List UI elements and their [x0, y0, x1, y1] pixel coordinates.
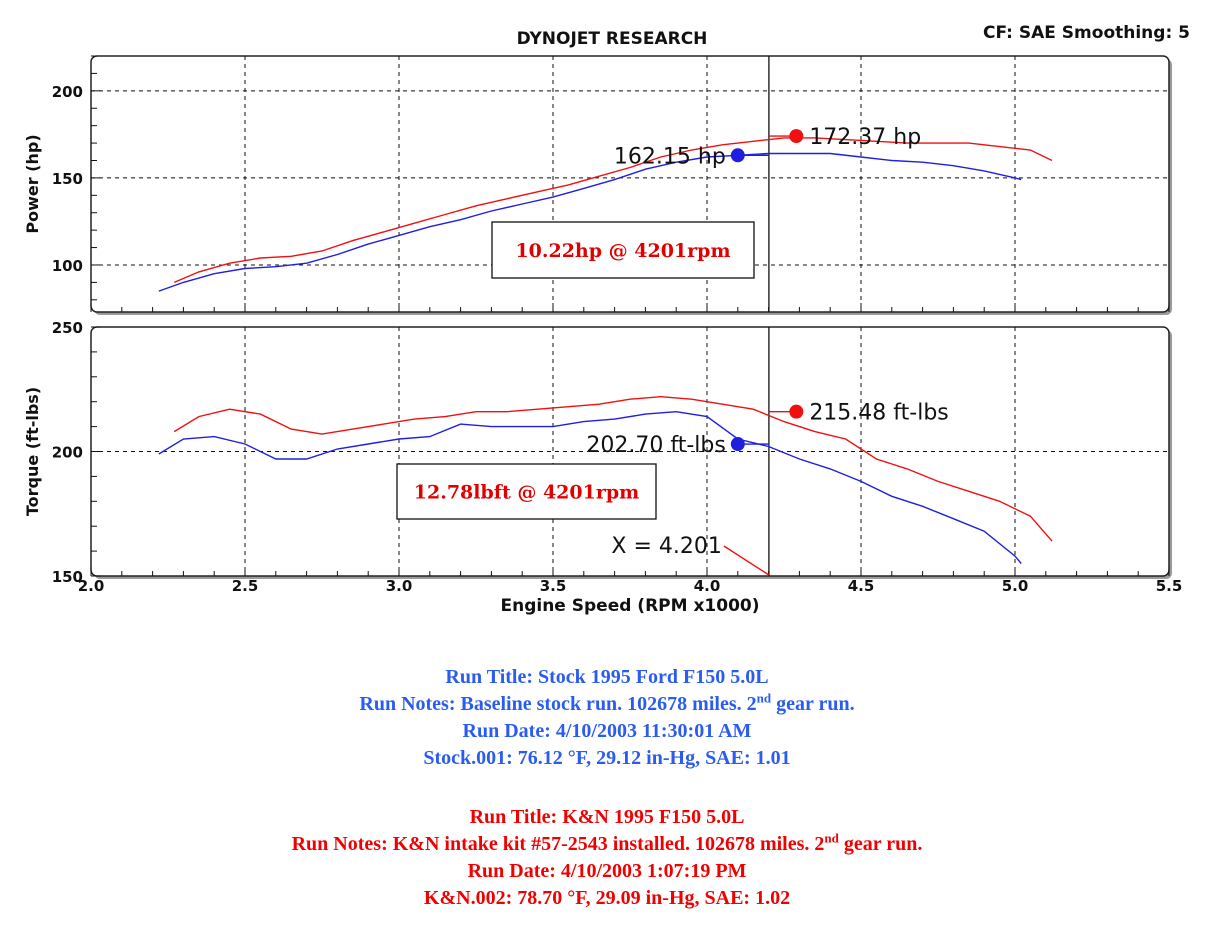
power-panel: 100 150 200 Power (hp) 162.15 hp 172.37 hp 10.… [23, 55, 1172, 315]
kn-run-title: Run Title: K&N 1995 F150 5.0L [469, 806, 745, 828]
x-tick-label: 3.0 [386, 577, 413, 595]
power-peak-marker-kn [789, 129, 804, 144]
torque-y-tick-label: 200 [52, 444, 83, 462]
power-y-axis-label: Power (hp) [23, 134, 42, 233]
dyno-chart: DYNOJET RESEARCH CF: SAE Smoothing: 5 10… [23, 23, 1190, 616]
torque-gain-box [396, 463, 657, 520]
kn-run-conditions: K&N.002: 78.70 °F, 29.09 in-Hg, SAE: 1.0… [423, 887, 791, 909]
stock-run-title: Run Title: Stock 1995 Ford F150 5.0L [445, 666, 769, 688]
torque-peak-marker-stock [730, 437, 745, 452]
x-tick-label: 4.5 [848, 577, 875, 595]
x-tick-label: 5.0 [1002, 577, 1029, 595]
torque-y-tick-label: 250 [52, 319, 83, 337]
power-series-kn [173, 137, 1053, 284]
stock-run-conditions: Stock.001: 76.12 °F, 29.12 in-Hg, SAE: 1… [423, 747, 791, 769]
plot-layer: 100 150 200 Power (hp) 162.15 hp 172.37 hp 10.… [23, 55, 1183, 595]
power-y-tick-label: 200 [52, 83, 83, 101]
torque-series-stock [158, 410, 1022, 564]
x-axis-label: Engine Speed (RPM x1000) [500, 596, 759, 616]
x-tick-label: 4.0 [694, 577, 721, 595]
cursor-readout-leader [723, 545, 770, 576]
power-y-tick-label: 150 [52, 170, 83, 188]
chart-title: DYNOJET RESEARCH [517, 29, 708, 49]
x-tick-label: 5.5 [1156, 577, 1183, 595]
power-series-stock [158, 152, 1022, 292]
correction-info: CF: SAE Smoothing: 5 [983, 23, 1190, 43]
power-peak-marker-stock [730, 148, 745, 163]
power-peak-label-stock: 162.15 hp [614, 144, 726, 169]
torque-y-tick-label: 150 [52, 568, 83, 586]
torque-peak-label-kn: 215.48 ft-lbs [809, 401, 948, 426]
x-tick-label: 2.5 [232, 577, 259, 595]
torque-gain-label: 12.78lbft @ 4201rpm [414, 482, 639, 504]
stock-run-notes: Run Title: Stock 1995 Ford F150 5.0L Run… [0, 664, 1214, 772]
torque-series-kn [173, 395, 1053, 542]
power-gain-box [491, 221, 755, 279]
stock-run-notes-line: Run Notes: Baseline stock run. 102678 mi… [359, 690, 855, 715]
torque-panel: 150 200 250 Torque (ft-lbs) 202.70 ft-lbs 215… [23, 319, 1172, 586]
kn-run-notes-line: Run Notes: K&N intake kit #57-2543 insta… [291, 830, 923, 855]
torque-peak-marker-kn [789, 404, 804, 419]
power-peak-label-kn: 172.37 hp [809, 125, 921, 150]
torque-y-axis-label: Torque (ft-lbs) [23, 387, 42, 516]
torque-peak-label-stock: 202.70 ft-lbs [586, 433, 725, 458]
stock-run-date: Run Date: 4/10/2003 11:30:01 AM [462, 720, 752, 742]
cursor-readout: X = 4.201 [611, 534, 721, 559]
kn-run-notes: Run Title: K&N 1995 F150 5.0L Run Notes:… [0, 804, 1214, 912]
power-frame [90, 55, 1170, 313]
power-gain-label: 10.22hp @ 4201rpm [515, 240, 730, 262]
power-y-tick-label: 100 [52, 257, 83, 275]
kn-run-date: Run Date: 4/10/2003 1:07:19 PM [467, 860, 747, 882]
x-tick-label: 2.0 [78, 577, 105, 595]
x-tick-label: 3.5 [540, 577, 567, 595]
